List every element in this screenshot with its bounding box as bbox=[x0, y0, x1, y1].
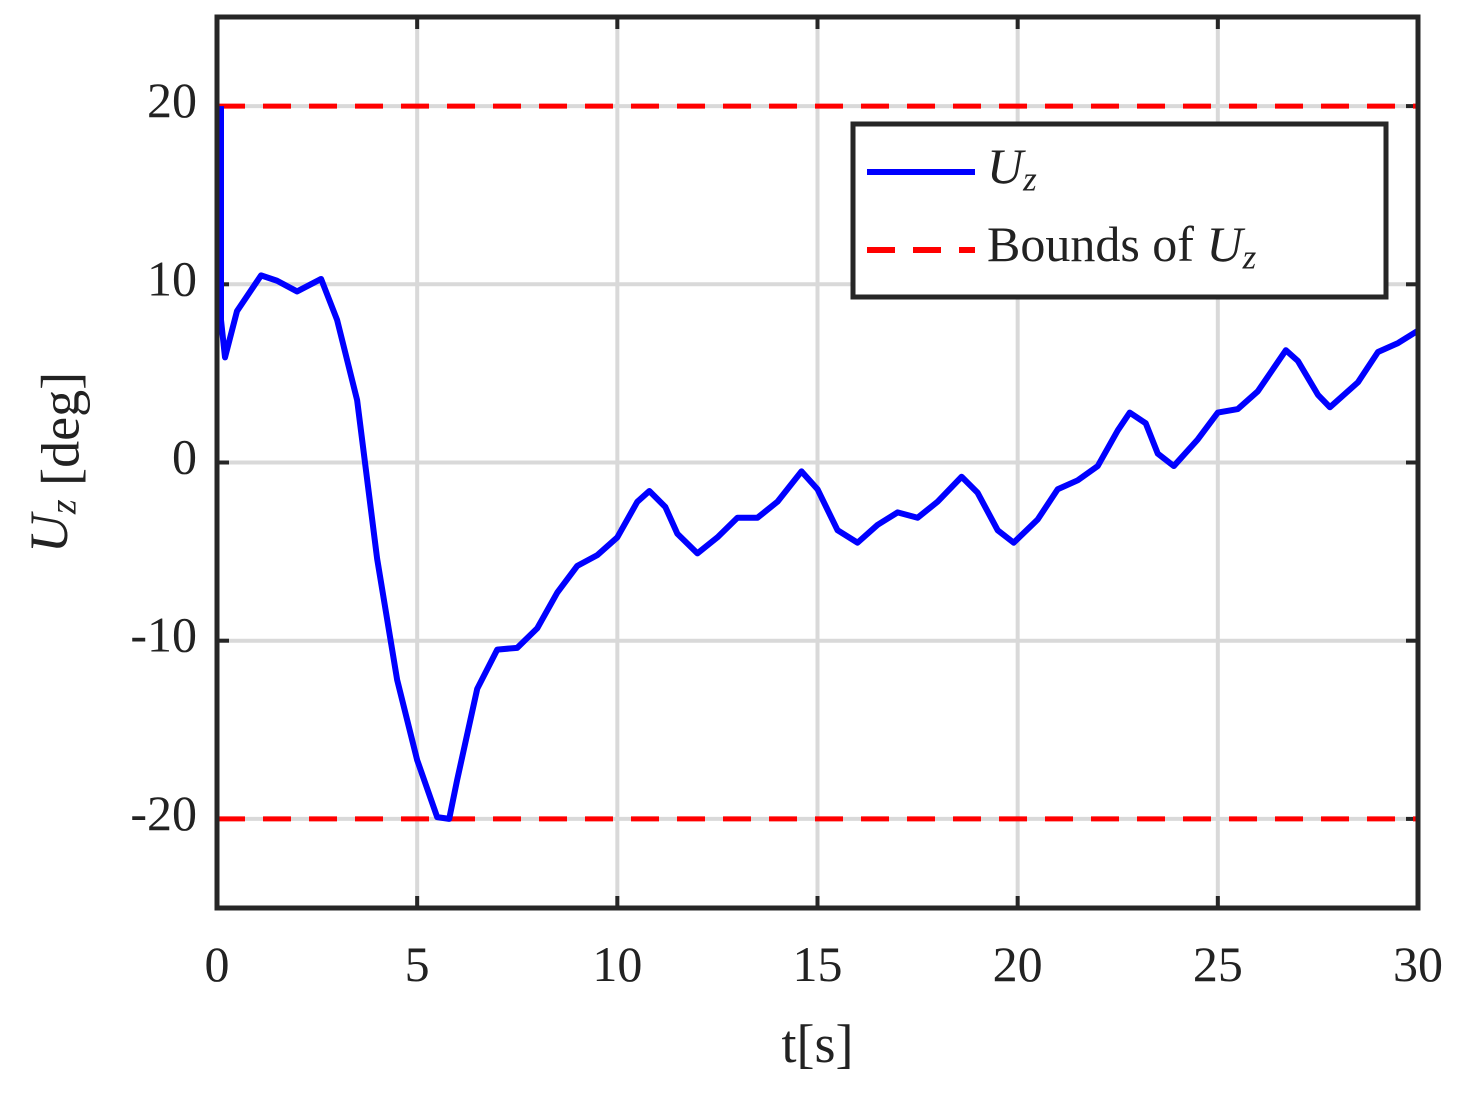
y-tick-label: 0 bbox=[172, 429, 197, 485]
y-axis-label: Uz [deg] bbox=[19, 372, 90, 553]
axes-box bbox=[214, 14, 1421, 911]
y-tick-label: 10 bbox=[147, 251, 197, 307]
data-line bbox=[218, 106, 1420, 822]
x-tick-label: 25 bbox=[1193, 936, 1243, 992]
legend-box bbox=[850, 121, 1389, 300]
x-tick-label: 20 bbox=[993, 936, 1043, 992]
x-tick-label: 5 bbox=[405, 936, 430, 992]
y-tick-label: -10 bbox=[130, 607, 197, 663]
x-axis-label: t[s] bbox=[782, 1014, 854, 1074]
legend-label: Bounds of Uz bbox=[987, 216, 1257, 276]
x-tick-label: 10 bbox=[592, 936, 642, 992]
y-tick-label: 20 bbox=[147, 73, 197, 129]
x-tick-label: 15 bbox=[793, 936, 843, 992]
y-tick-label: -20 bbox=[130, 785, 197, 841]
x-tick-label: 0 bbox=[205, 936, 230, 992]
x-tick-label: 30 bbox=[1393, 936, 1443, 992]
legend-label: Uz bbox=[987, 138, 1037, 198]
